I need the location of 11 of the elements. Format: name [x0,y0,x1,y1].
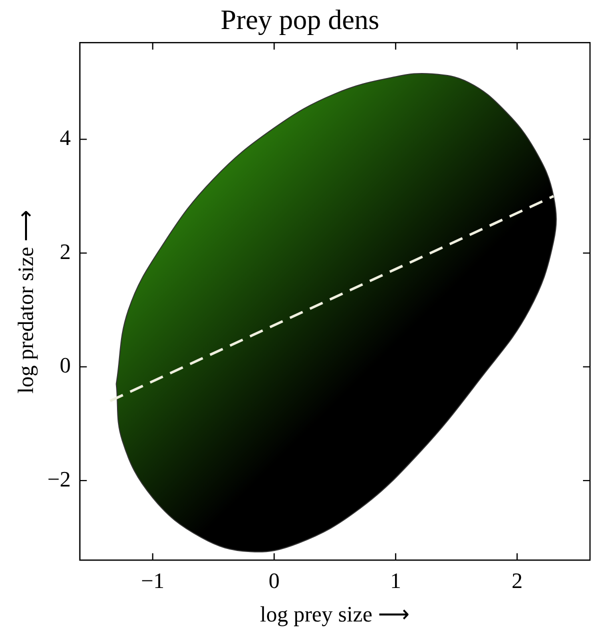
y-tick-label: 2 [60,238,71,264]
y-axis-title: log predator size ⟶ [12,209,38,394]
x-tick-label: −1 [140,568,164,594]
x-tick-label: 1 [390,568,402,594]
y-tick-label: 4 [60,125,71,150]
y-tick-label: 0 [60,352,71,378]
y-tick-label: −2 [47,466,71,492]
x-tick-label: 0 [268,568,280,594]
x-tick-label: 2 [512,568,523,594]
x-axis-title: log prey size ⟶ [260,602,410,627]
chart-title: Prey pop dens [220,5,380,36]
